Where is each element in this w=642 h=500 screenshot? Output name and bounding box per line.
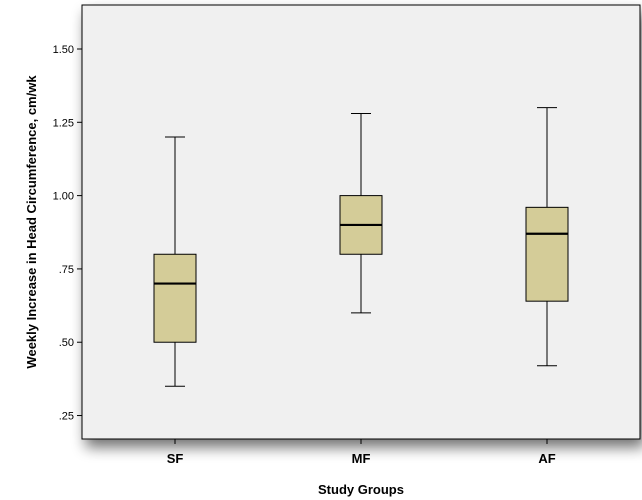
x-axis: SF MF AF xyxy=(167,439,556,466)
x-tick-label-sf: SF xyxy=(167,451,184,466)
x-tick-label-af: AF xyxy=(538,451,555,466)
y-tick-label: 1.00 xyxy=(53,191,74,203)
iqr-box xyxy=(525,206,569,302)
box-af xyxy=(525,107,569,367)
y-axis-title: Weekly Increase in Head Circumference, c… xyxy=(24,75,39,369)
y-tick-label: .75 xyxy=(59,264,74,276)
x-tick-label-mf: MF xyxy=(352,451,371,466)
boxes-layer xyxy=(153,107,569,387)
y-tick-label: .25 xyxy=(59,411,74,423)
y-tick-label: 1.50 xyxy=(53,44,74,56)
box-sf xyxy=(153,136,197,387)
y-axis: .25 .50 .75 1.00 1.25 1.50 xyxy=(53,44,82,423)
y-tick-label: 1.25 xyxy=(53,117,74,129)
iqr-box xyxy=(153,253,197,343)
x-axis-title: Study Groups xyxy=(318,482,404,497)
y-tick-label: .50 xyxy=(59,337,74,349)
box-mf xyxy=(339,113,383,314)
